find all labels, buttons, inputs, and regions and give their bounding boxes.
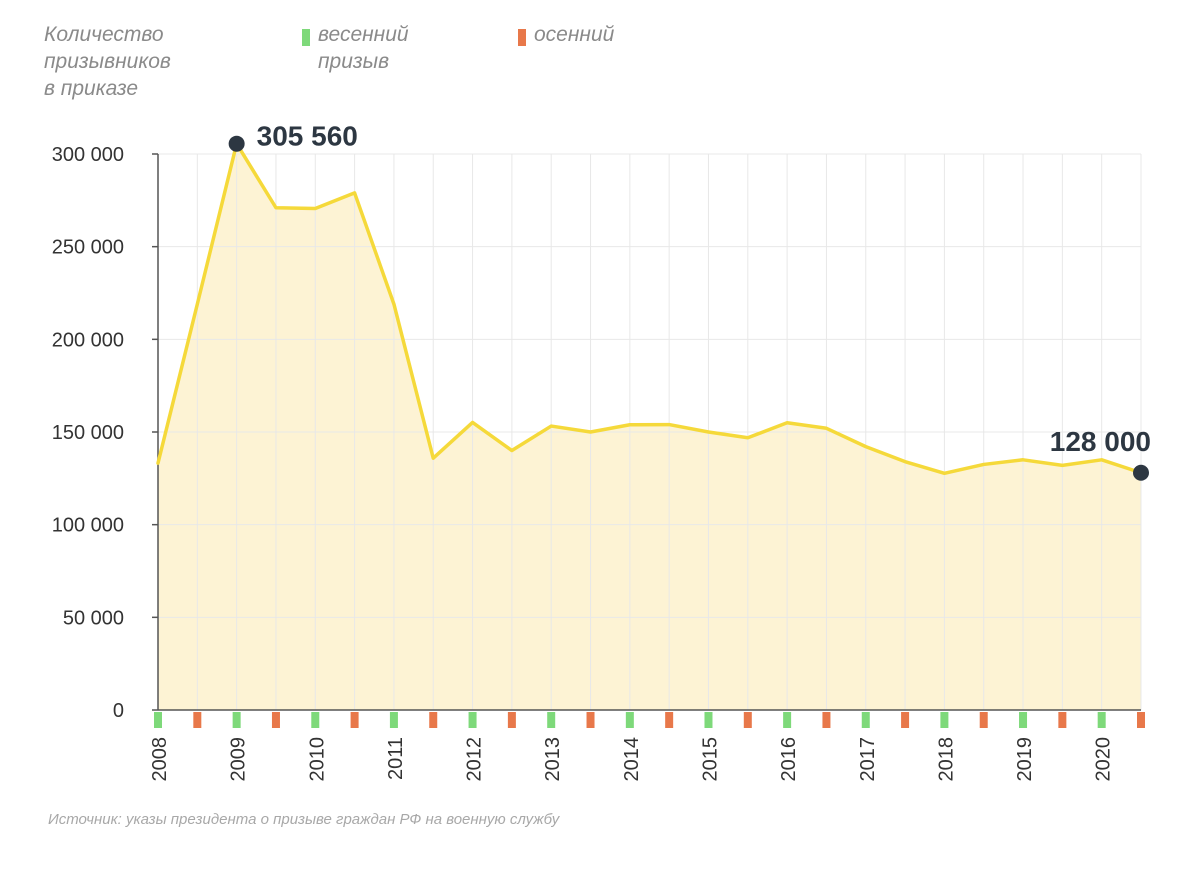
data-point-15 bbox=[746, 436, 750, 440]
year-label-2008: 2008 bbox=[149, 737, 171, 782]
year-label-2017: 2017 bbox=[857, 737, 879, 782]
legend-label-spring-line-2: призыв bbox=[318, 50, 390, 73]
year-label-2018: 2018 bbox=[935, 737, 957, 782]
data-point-8 bbox=[471, 420, 475, 424]
y-axis-label-line-3: в приказе bbox=[44, 77, 139, 100]
y-tick-label-5: 250 000 bbox=[52, 237, 124, 259]
spring-marker-22 bbox=[1019, 712, 1028, 728]
autumn-marker-5 bbox=[350, 712, 359, 728]
annotation-dot-0 bbox=[228, 135, 245, 152]
annotation-label-1: 128 000 bbox=[1050, 426, 1151, 457]
spring-marker-10 bbox=[547, 712, 556, 728]
year-label-2016: 2016 bbox=[778, 737, 800, 782]
y-tick-label-0: 0 bbox=[113, 700, 124, 722]
year-label-2020: 2020 bbox=[1093, 737, 1115, 782]
year-label-2014: 2014 bbox=[621, 737, 643, 782]
series-line bbox=[156, 141, 1143, 476]
year-label-2019: 2019 bbox=[1014, 737, 1036, 782]
data-point-11 bbox=[589, 430, 593, 434]
spring-marker-6 bbox=[389, 712, 398, 728]
autumn-marker-23 bbox=[1058, 712, 1067, 728]
spring-marker-12 bbox=[625, 712, 634, 728]
y-tick-label-3: 150 000 bbox=[52, 422, 124, 444]
data-point-9 bbox=[510, 449, 514, 453]
autumn-marker-9 bbox=[507, 712, 516, 728]
data-point-1 bbox=[195, 302, 199, 306]
data-point-13 bbox=[667, 423, 671, 427]
year-label-2013: 2013 bbox=[542, 737, 564, 782]
data-point-4 bbox=[313, 206, 317, 210]
y-axis-label-line-1: Количество bbox=[44, 23, 164, 46]
annotation-label-0: 305 560 bbox=[257, 121, 358, 152]
y-tick-label-2: 100 000 bbox=[52, 515, 124, 537]
year-label-2012: 2012 bbox=[464, 737, 486, 782]
data-point-24 bbox=[1100, 458, 1104, 462]
autumn-marker-1 bbox=[193, 712, 202, 728]
year-label-2009: 2009 bbox=[228, 737, 250, 782]
autumn-marker-17 bbox=[822, 712, 831, 728]
annotation-dot-1 bbox=[1133, 464, 1149, 481]
spring-marker-0 bbox=[154, 712, 162, 728]
legend-swatch-autumn bbox=[518, 29, 526, 46]
spring-marker-8 bbox=[468, 712, 477, 728]
autumn-marker-11 bbox=[586, 712, 595, 728]
data-point-20 bbox=[942, 471, 946, 475]
spring-marker-16 bbox=[783, 712, 792, 728]
legend-label-autumn: осенний bbox=[534, 23, 615, 46]
y-axis-label-line-2: призывников bbox=[44, 50, 171, 73]
data-point-3 bbox=[274, 206, 278, 210]
autumn-marker-15 bbox=[743, 712, 752, 728]
spring-marker-4 bbox=[311, 712, 320, 728]
year-label-2011: 2011 bbox=[385, 737, 407, 780]
data-point-10 bbox=[549, 424, 553, 428]
data-point-19 bbox=[903, 460, 907, 464]
spring-marker-2 bbox=[232, 712, 241, 728]
data-point-17 bbox=[824, 426, 828, 430]
legend-label-spring-line-1: весенний bbox=[318, 23, 409, 46]
data-point-6 bbox=[392, 302, 396, 306]
spring-marker-18 bbox=[861, 712, 870, 728]
y-tick-label-4: 200 000 bbox=[52, 329, 124, 351]
autumn-marker-25 bbox=[1137, 712, 1145, 728]
source-note: Источник: указы президента о призыве гра… bbox=[48, 811, 560, 828]
autumn-marker-3 bbox=[271, 712, 280, 728]
y-tick-label-6: 300 000 bbox=[52, 144, 124, 166]
legend-swatch-spring bbox=[302, 29, 310, 46]
spring-marker-24 bbox=[1097, 712, 1106, 728]
spring-marker-14 bbox=[704, 712, 713, 728]
data-point-22 bbox=[1021, 458, 1025, 462]
autumn-marker-19 bbox=[901, 712, 910, 728]
year-label-2010: 2010 bbox=[306, 737, 328, 782]
area-fill bbox=[158, 143, 1141, 710]
data-point-14 bbox=[706, 430, 710, 434]
y-tick-label-1: 50 000 bbox=[63, 607, 124, 629]
data-point-23 bbox=[1060, 463, 1064, 467]
data-point-12 bbox=[628, 423, 632, 427]
autumn-marker-21 bbox=[979, 712, 988, 728]
spring-marker-20 bbox=[940, 712, 949, 728]
data-point-0 bbox=[156, 461, 160, 465]
data-point-16 bbox=[785, 421, 789, 425]
autumn-marker-7 bbox=[429, 712, 438, 728]
data-point-21 bbox=[982, 462, 986, 466]
data-point-18 bbox=[864, 445, 868, 449]
autumn-marker-13 bbox=[665, 712, 674, 728]
data-point-7 bbox=[431, 456, 435, 460]
year-label-2015: 2015 bbox=[699, 737, 721, 782]
data-point-5 bbox=[353, 191, 357, 195]
